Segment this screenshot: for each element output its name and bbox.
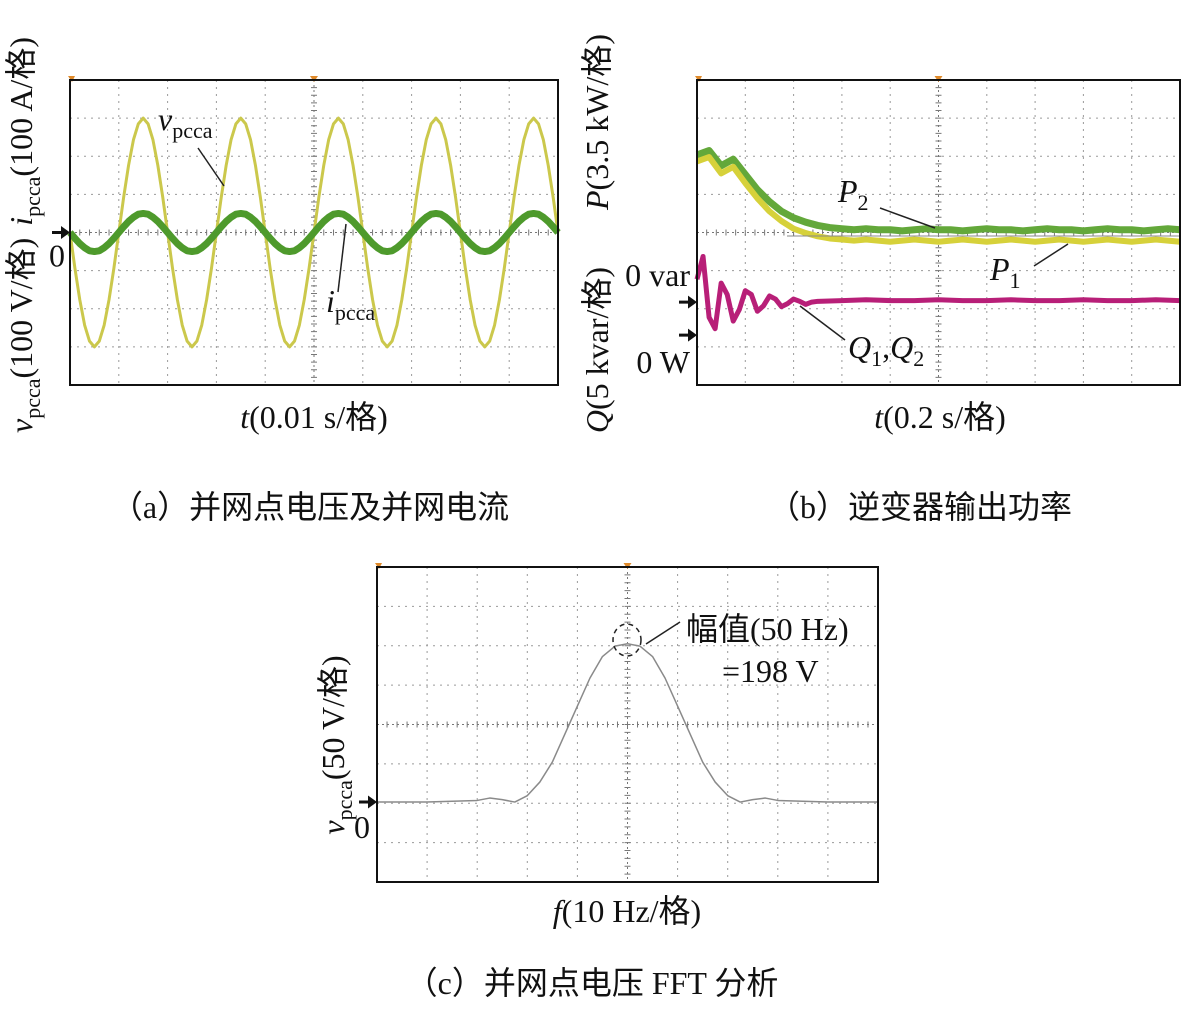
x-axis-label: t(0.01 s/格) [240, 399, 388, 435]
y-axis-label: P(3.5 kW/格) [579, 34, 615, 211]
leader-line [879, 207, 936, 229]
subscript: pcca [332, 780, 357, 821]
leader-line [197, 147, 225, 187]
label-part: P [837, 173, 858, 209]
y-axis-label: vpcca(50 V/格) [315, 655, 357, 834]
label-part: (100 A/格) [3, 37, 39, 177]
caption: （b）逆变器输出功率 [768, 489, 1072, 525]
caption: （a）并网点电压及并网电流 [111, 489, 509, 525]
subscript: 2 [858, 190, 869, 215]
label-part: (50 V/格) [315, 655, 351, 780]
series-label: Q1,Q2 [848, 329, 924, 371]
label-part: (0.01 s/格) [249, 399, 388, 435]
leader-line [337, 223, 347, 293]
series-line [695, 154, 1181, 245]
y-axis-label: vpcca(100 V/格)ipcca(100 A/格) [3, 37, 45, 433]
series-line [695, 147, 1181, 235]
annotation: 幅值(50 Hz) [686, 611, 849, 647]
series-line [67, 209, 561, 256]
subscript: pcca [335, 300, 376, 325]
label-part: Q [579, 410, 615, 433]
plot-frame [376, 566, 879, 883]
caption: （c）并网点电压 FFT 分析 [406, 965, 779, 1001]
zero-marker [359, 795, 377, 809]
label-part: (10 Hz/格) [562, 893, 702, 929]
annotation: =198 V [722, 653, 819, 689]
label-part: P [989, 251, 1010, 287]
label-part: i [326, 283, 335, 319]
subscript: 2 [913, 346, 924, 371]
label-part: i [3, 217, 39, 226]
x-axis-label: t(0.2 s/格) [874, 399, 1006, 435]
label-part: t [240, 399, 250, 435]
subscript: 1 [871, 346, 882, 371]
y-tick-label: 0 [354, 809, 370, 845]
label-part: , [882, 329, 890, 365]
label-part: (100 V/格) [3, 238, 39, 379]
subscript: 1 [1010, 268, 1021, 293]
series-line [694, 253, 1181, 332]
series-label: ipcca [326, 283, 375, 325]
y-tick-label: 0 W [636, 344, 690, 380]
y2-axis-label: Q(5 kvar/格) [579, 267, 615, 433]
label-part: (0.2 s/格) [883, 399, 1006, 435]
label-part: t [874, 399, 884, 435]
series-label: vpcca [158, 101, 213, 143]
subscript: pcca [20, 378, 45, 419]
label-part: P [579, 190, 615, 211]
series-label: P1 [989, 251, 1021, 293]
zero-marker [679, 328, 697, 342]
plot-frame [696, 79, 1181, 386]
label-part: (3.5 kW/格) [579, 34, 615, 190]
label-part: v [315, 820, 351, 835]
leader-line [645, 621, 681, 645]
series-label: P2 [837, 173, 869, 215]
label-part: v [158, 101, 173, 137]
label-part: v [3, 418, 39, 433]
label-part: (5 kvar/格) [579, 267, 615, 410]
label-part: Q [890, 329, 913, 365]
leader-line [1033, 243, 1069, 267]
zero-marker [52, 226, 70, 239]
leader-line [799, 305, 846, 341]
y-tick-label: 0 [49, 238, 65, 274]
x-axis-label: f(10 Hz/格) [553, 893, 701, 929]
y-tick-label: 0 var [625, 257, 690, 293]
zero-marker [679, 295, 697, 309]
subscript: pcca [20, 176, 45, 217]
series-line [377, 643, 878, 803]
label-part: Q [848, 329, 871, 365]
subscript: pcca [172, 118, 213, 143]
highlight-ring [612, 623, 642, 657]
